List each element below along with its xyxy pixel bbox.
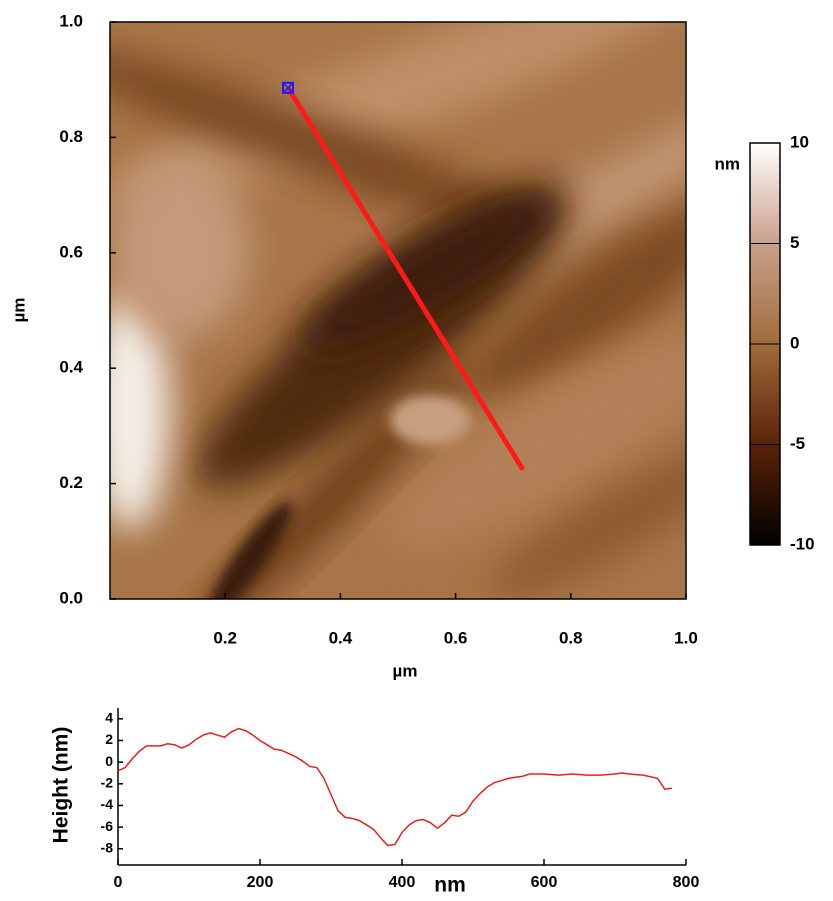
- start-marker: [281, 81, 294, 94]
- x-axis-label: nm: [434, 874, 466, 897]
- y-tick-label: 0.4: [59, 358, 83, 377]
- y-tick-label: 4: [105, 710, 113, 726]
- y-tick-label: -4: [101, 796, 114, 812]
- afm-image: [110, 22, 686, 599]
- y-tick-label: 0.0: [59, 588, 83, 607]
- x-tick-label: 0.2: [213, 628, 237, 647]
- x-axis-label: µm: [393, 661, 418, 680]
- y-tick-label: 0.6: [59, 242, 83, 261]
- y-tick-label: 2: [105, 731, 113, 747]
- y-tick-label: 1.0: [59, 11, 83, 30]
- colorbar-tick-label: -5: [790, 434, 805, 453]
- x-tick-label: 600: [531, 874, 558, 891]
- x-tick-label: 0.8: [559, 628, 583, 647]
- x-tick-label: 0: [114, 874, 123, 891]
- y-axis-label: Height (nm): [50, 727, 73, 844]
- colorbar-tick-label: 0: [790, 333, 799, 352]
- y-tick-label: -8: [101, 839, 114, 855]
- y-tick-label: -6: [101, 818, 114, 834]
- x-tick-label: 0.6: [444, 628, 468, 647]
- x-tick-label: 800: [673, 874, 700, 891]
- start-marker-cross: [283, 83, 293, 93]
- x-tick-label: 200: [247, 874, 274, 891]
- height-profile: [117, 727, 672, 847]
- colorbar-tick-label: 10: [790, 132, 809, 151]
- colorbar-tick-label: -10: [790, 534, 815, 553]
- y-tick-label: 0.8: [59, 127, 83, 146]
- colorbar-tick-label: 5: [790, 233, 799, 252]
- x-tick-label: 0.4: [329, 628, 353, 647]
- y-tick-label: 0: [105, 753, 113, 769]
- y-tick-label: -2: [101, 774, 114, 790]
- profile-line: [285, 86, 526, 472]
- y-axis-label: µm: [9, 298, 28, 323]
- colorbar-label: nm: [715, 154, 741, 173]
- plot-frame: [109, 21, 687, 600]
- y-tick-label: 0.2: [59, 473, 83, 492]
- x-tick-label: 1.0: [674, 628, 698, 647]
- x-tick-label: 400: [389, 874, 416, 891]
